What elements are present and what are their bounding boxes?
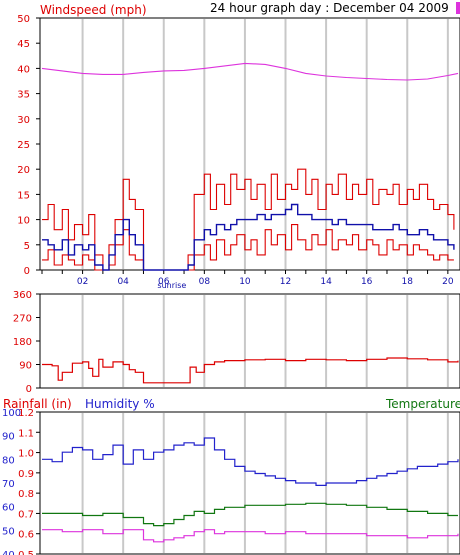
rain-tick-label: 0.6 (18, 530, 34, 541)
humidity-title: Humidity % (85, 397, 155, 411)
sunrise-annotation: sunrise (157, 281, 186, 290)
x-tick-label: 12 (280, 277, 291, 287)
humidity-tick-label: 50 (2, 526, 15, 537)
series-magenta-upper (41, 62, 459, 81)
y-tick-label: 50 (17, 14, 30, 25)
x-tick-label: 08 (199, 277, 211, 287)
direction-tick-label: 360 (13, 290, 32, 301)
direction-tick-label: 180 (13, 337, 32, 348)
rain-tick-label: 0.9 (18, 469, 34, 480)
x-tick-label: 10 (239, 277, 251, 287)
rain-tick-label: 1.0 (18, 449, 34, 460)
humidity-tick-label: 90 (2, 432, 15, 443)
rain-tick-label: 0.8 (18, 489, 34, 500)
rain-humidity-plot-area (39, 411, 460, 555)
wind-plot-area (39, 17, 460, 271)
x-tick-label: 06 (158, 277, 170, 287)
direction-tick-label: 90 (19, 361, 32, 372)
x-tick-label: 02 (77, 277, 88, 287)
direction-tick-label: 270 (13, 314, 32, 325)
series-direction (42, 357, 459, 384)
direction-tick-label: 0 (26, 384, 32, 395)
x-tick-label: 14 (320, 277, 332, 287)
humidity-tick-label: 70 (2, 479, 15, 490)
y-tick-label: 15 (17, 190, 30, 201)
x-tick-label: 04 (117, 277, 129, 287)
date-title: 24 hour graph day : December 04 2009 (210, 1, 449, 15)
humidity-tick-label: 40 (2, 550, 15, 555)
humidity-tick-label: 100 (2, 408, 21, 419)
rain-tick-label: 0.5 (18, 550, 34, 555)
y-tick-label: 20 (17, 165, 30, 176)
series-average (42, 203, 455, 271)
y-tick-label: 30 (17, 115, 30, 126)
x-tick-label: 20 (442, 277, 454, 287)
series-temperature (42, 502, 458, 527)
humidity-tick-label: 80 (2, 455, 15, 466)
y-tick-label: 25 (17, 140, 30, 151)
x-tick-label: 18 (402, 277, 414, 287)
rain-tick-label: 0.7 (18, 509, 34, 520)
x-tick-label: 16 (361, 277, 373, 287)
y-tick-label: 40 (17, 64, 30, 75)
direction-plot-area (39, 293, 460, 389)
y-tick-label: 5 (24, 241, 30, 252)
rainfall-title: Rainfall (in) (3, 397, 72, 411)
legend-swatch-magenta (456, 2, 460, 14)
temperature-title: Temperature (385, 397, 460, 411)
rain-tick-label: 1.1 (18, 428, 34, 439)
wind-panel-title: Windspeed (mph) (40, 3, 147, 17)
series-magenta-lower (42, 529, 459, 543)
y-tick-label: 35 (17, 90, 30, 101)
rain-tick-label: 1.2 (18, 408, 34, 419)
series-humidity (42, 437, 459, 486)
y-tick-label: 0 (24, 266, 30, 277)
humidity-tick-label: 60 (2, 503, 15, 514)
y-tick-label: 45 (17, 39, 30, 50)
y-tick-label: 10 (17, 216, 30, 227)
